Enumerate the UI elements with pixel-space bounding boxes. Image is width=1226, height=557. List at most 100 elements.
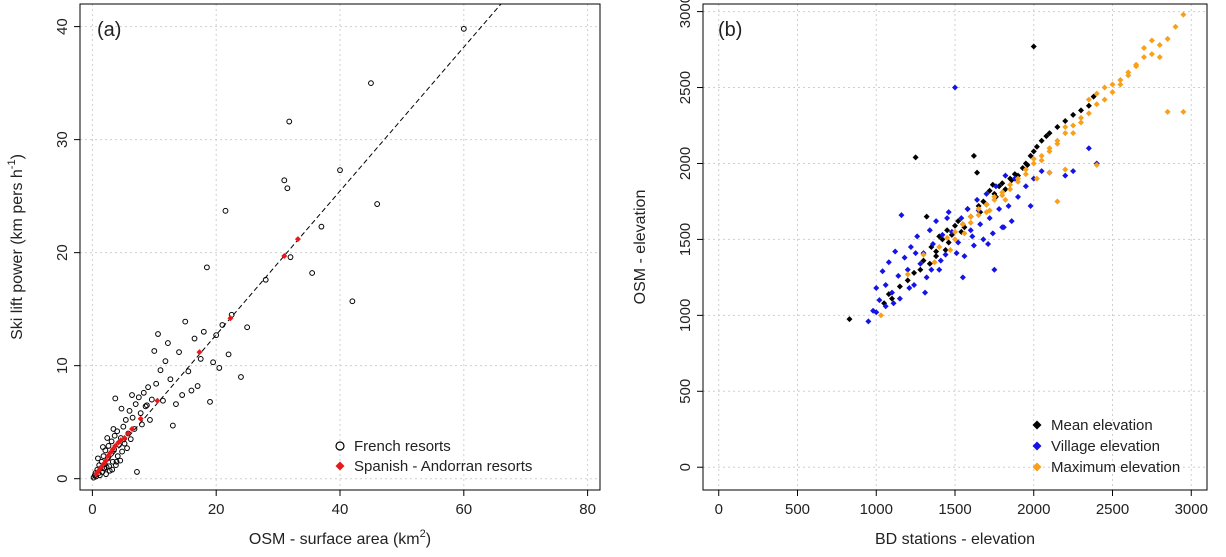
data-point: [179, 392, 186, 398]
legend-label: Spanish - Andorran resorts: [354, 458, 532, 475]
data-point: [936, 244, 943, 250]
x-tick-label: 0: [88, 501, 96, 518]
data-point: [1030, 155, 1037, 162]
data-point: [118, 405, 125, 412]
data-point: [889, 289, 895, 296]
data-point: [1117, 76, 1124, 83]
data-point: [1054, 124, 1061, 131]
data-point: [225, 351, 232, 358]
data-point: [958, 215, 965, 222]
data-point: [1164, 108, 1171, 115]
data-point: [1078, 119, 1084, 126]
data-point: [1011, 175, 1018, 182]
data-point: [1070, 111, 1077, 118]
data-point: [109, 458, 116, 465]
data-point: [1033, 175, 1040, 182]
y-tick-label: 2500: [677, 71, 694, 104]
data-point: [222, 207, 229, 214]
data-point: [1085, 145, 1092, 152]
data-point: [920, 257, 927, 264]
data-point: [1117, 81, 1124, 88]
data-point: [1078, 107, 1084, 114]
data-point: [975, 212, 982, 219]
data-point: [991, 266, 998, 273]
data-point: [1141, 45, 1147, 52]
data-point: [200, 328, 207, 335]
data-point: [1002, 196, 1009, 203]
data-point: [109, 466, 116, 473]
data-point: [125, 430, 132, 437]
y-tick-label: 1000: [677, 299, 694, 332]
data-point: [904, 277, 911, 284]
y-tick-label: 2000: [677, 147, 694, 180]
data-point: [1085, 110, 1092, 117]
data-point: [920, 251, 927, 258]
data-point: [119, 448, 125, 455]
data-point: [912, 154, 919, 161]
data-point: [953, 250, 960, 257]
data-point: [182, 318, 189, 325]
data-point: [105, 443, 112, 449]
data-point: [210, 359, 216, 366]
y-tick-label: 3000: [677, 0, 694, 28]
data-point: [176, 349, 182, 356]
data-point: [1054, 140, 1061, 147]
data-point: [952, 222, 958, 229]
data-point: [1030, 175, 1037, 182]
data-point: [197, 355, 204, 362]
data-point: [1046, 148, 1053, 155]
data-point: [153, 380, 160, 387]
data-point: [1125, 72, 1132, 79]
data-point: [368, 80, 374, 87]
data-point: [1005, 202, 1012, 209]
data-point: [134, 469, 140, 475]
x-tick-label: 60: [455, 501, 472, 518]
data-point: [914, 233, 921, 240]
data-point: [933, 218, 940, 225]
data-point: [952, 236, 958, 243]
data-point: [103, 471, 109, 478]
data-point: [846, 316, 853, 323]
data-point: [865, 318, 872, 325]
data-point: [1043, 133, 1050, 140]
data-point: [980, 236, 987, 243]
data-point: [999, 189, 1006, 196]
data-point: [1015, 178, 1021, 185]
data-point: [898, 212, 905, 219]
data-point: [112, 395, 119, 402]
data-point: [942, 247, 949, 254]
data-point: [882, 303, 889, 310]
data-point: [1007, 186, 1014, 193]
data-point: [1156, 54, 1163, 61]
data-point: [1085, 102, 1092, 109]
data-point: [1093, 90, 1100, 97]
data-point: [917, 260, 924, 267]
data-point: [160, 397, 166, 404]
data-point: [952, 228, 958, 235]
data-point: [1156, 42, 1163, 49]
data-point: [188, 387, 195, 394]
data-point: [991, 196, 998, 203]
data-point: [374, 201, 381, 207]
data-point: [955, 239, 962, 246]
data-point: [1062, 117, 1069, 124]
data-point: [173, 401, 179, 408]
data-point: [216, 365, 223, 371]
data-point: [922, 289, 929, 296]
data-point: [169, 422, 176, 429]
data-point: [989, 230, 996, 237]
data-point: [287, 254, 294, 261]
chart-panel-1: 0 500 1000 1500 2000 2500 3000 0 500 1000 1500 2000…: [632, 0, 1208, 548]
data-point: [967, 227, 974, 234]
data-point: [1070, 122, 1077, 129]
data-point: [194, 383, 201, 389]
data-point: [904, 266, 911, 273]
data-point: [939, 236, 946, 243]
data-point: [939, 231, 946, 238]
data-point: [122, 417, 129, 423]
data-point: [977, 221, 984, 228]
data-point: [155, 331, 161, 337]
data-point: [986, 215, 993, 222]
data-point: [129, 425, 135, 432]
